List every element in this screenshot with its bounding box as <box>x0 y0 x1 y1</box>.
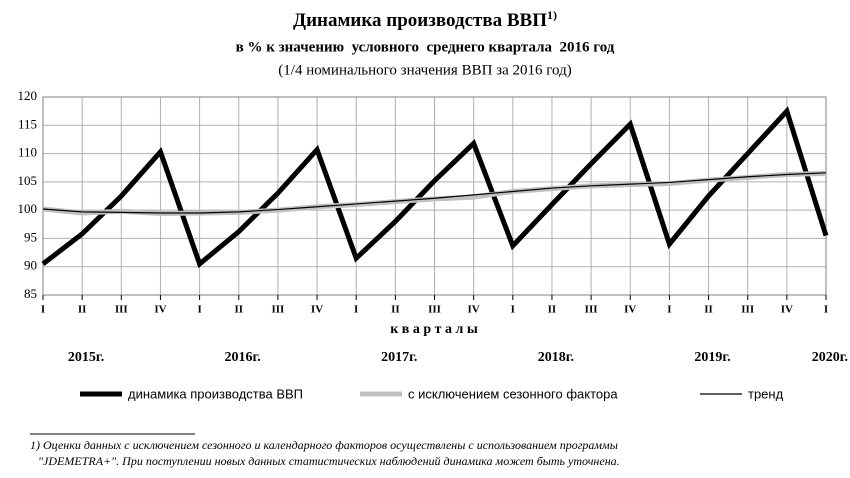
x-tick-label: III <box>115 304 128 316</box>
x-tick-label: I <box>197 304 201 316</box>
x-tick-label: I <box>667 304 671 316</box>
y-tick-label: 120 <box>18 88 38 103</box>
title-note: 1) <box>547 8 557 22</box>
year-label: 2015г. <box>68 350 104 365</box>
y-tick-label: 115 <box>18 116 37 131</box>
title-text: Динамика производства ВВП <box>293 10 547 31</box>
y-tick-label: 85 <box>24 286 37 301</box>
series-line <box>42 172 827 214</box>
year-label: 2020г. <box>812 350 848 365</box>
legend-label: с исключением сезонного фактора <box>408 386 618 401</box>
y-tick-label: 95 <box>24 229 37 244</box>
x-tick-label: II <box>78 304 87 316</box>
x-tick-label: IV <box>311 304 323 316</box>
subtitle: (1/4 номинального значения ВВП за 2016 г… <box>278 62 571 78</box>
year-label: 2018г. <box>538 350 574 365</box>
x-tick-label: I <box>824 304 828 316</box>
x-tick-label: I <box>41 304 45 316</box>
legend-label: тренд <box>748 386 784 401</box>
x-tick-label: II <box>234 304 243 316</box>
x-axis-label: к в а р т а л ы <box>390 322 478 337</box>
x-tick-label: II <box>391 304 400 316</box>
x-tick-label: III <box>741 304 754 316</box>
y-tick-label: 100 <box>18 201 38 216</box>
footnote: "JDEMETRA+". При поступлении новых данны… <box>38 454 620 468</box>
y-tick-label: 105 <box>18 173 38 188</box>
x-tick-label: III <box>271 304 284 316</box>
x-tick-label: IV <box>781 304 793 316</box>
chart-title: Динамика производства ВВП1) <box>293 8 557 32</box>
footnote: 1) Оценки данных с исключением сезонного… <box>30 438 618 452</box>
x-tick-label: I <box>511 304 515 316</box>
x-tick-label: I <box>354 304 358 316</box>
y-tick-label: 90 <box>24 258 37 273</box>
series-line <box>41 106 829 269</box>
subtitle: в % к значению условного среднего кварта… <box>236 39 615 55</box>
year-label: 2016г. <box>225 350 261 365</box>
x-tick-label: IV <box>624 304 636 316</box>
x-tick-label: II <box>704 304 713 316</box>
year-label: 2017г. <box>381 350 417 365</box>
x-tick-label: III <box>428 304 441 316</box>
x-tick-label: IV <box>154 304 166 316</box>
x-tick-label: II <box>548 304 557 316</box>
x-tick-label: III <box>585 304 598 316</box>
year-label: 2019г. <box>694 350 730 365</box>
legend-label: динамика производства ВВП <box>128 386 303 401</box>
x-tick-label: IV <box>468 304 480 316</box>
y-tick-label: 110 <box>18 145 37 160</box>
